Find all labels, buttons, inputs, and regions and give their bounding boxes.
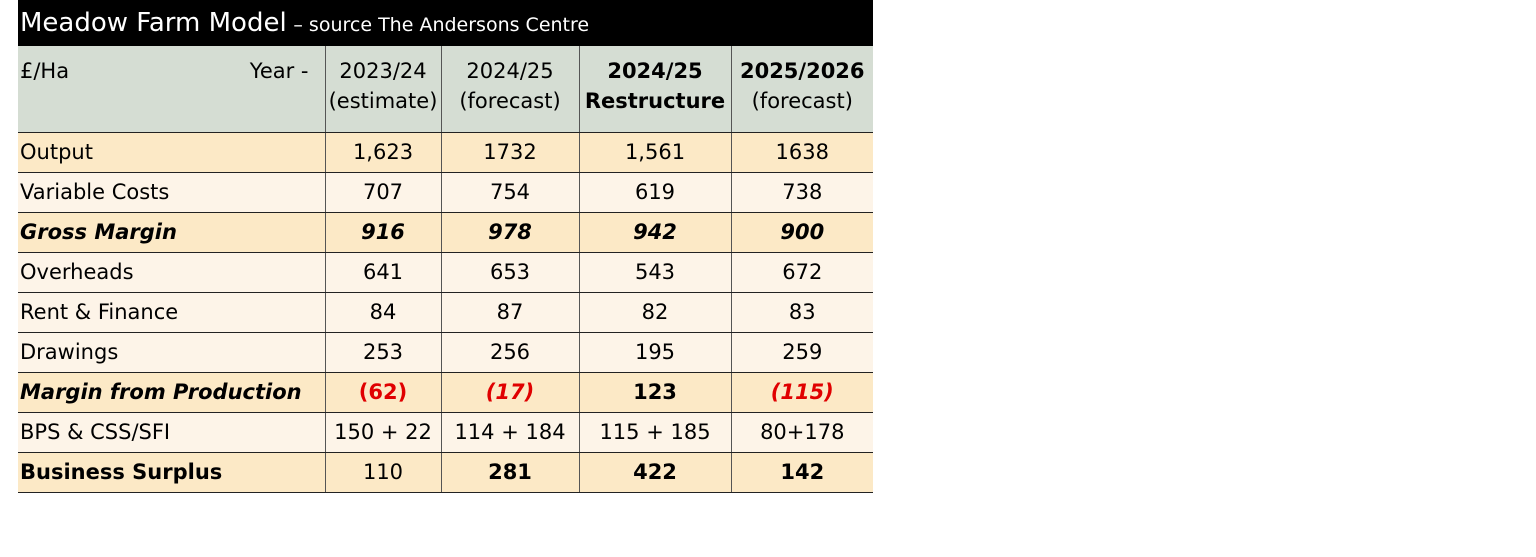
- row-label: Business Surplus: [18, 452, 325, 493]
- header-row: £/Ha Year - 2023/24 (estimate) 2024/25 (for…: [18, 46, 874, 133]
- cell: (115): [730, 372, 874, 413]
- cell: 978: [440, 212, 579, 253]
- cell: 1638: [730, 132, 874, 173]
- cell: 82: [578, 292, 731, 333]
- note: (forecast): [459, 89, 561, 114]
- cell: 115 + 185: [578, 412, 731, 453]
- farm-table: Meadow Farm Model – source The Andersons…: [18, 0, 874, 493]
- row-label: Variable Costs: [18, 172, 325, 213]
- row: Variable Costs 707 754 619 738: [18, 172, 874, 213]
- year: 2024/25: [466, 59, 554, 83]
- cell: 916: [324, 212, 441, 253]
- cell: 256: [440, 332, 579, 373]
- title-cell: Meadow Farm Model – source The Andersons…: [18, 0, 874, 46]
- header-cell: £/Ha Year -: [18, 46, 325, 133]
- year: 2025/2026: [739, 59, 865, 83]
- cell: 672: [730, 252, 874, 293]
- title-row: Meadow Farm Model – source The Andersons…: [18, 0, 874, 46]
- cell: 114 + 184: [440, 412, 579, 453]
- note: Restructure: [584, 89, 726, 114]
- row: Drawings 253 256 195 259: [18, 332, 874, 373]
- cell: 942: [578, 212, 731, 253]
- year: 2023/24: [339, 59, 427, 83]
- row: Output 1,623 1732 1,561 1638: [18, 132, 874, 173]
- unit: £/Ha: [20, 59, 70, 83]
- source: – source The Andersons Centre: [293, 14, 590, 36]
- cell: 422: [578, 452, 731, 493]
- year-label: Year -: [249, 59, 309, 83]
- row: Overheads 641 653 543 672: [18, 252, 874, 293]
- cell: 543: [578, 252, 731, 293]
- row-label: Output: [18, 132, 325, 173]
- cell: 1,623: [324, 132, 441, 173]
- cell: 142: [730, 452, 874, 493]
- cell: 84: [324, 292, 441, 333]
- cell: 653: [440, 252, 579, 293]
- row: Business Surplus 110 281 422 142: [18, 452, 874, 493]
- year: 2024/25: [607, 59, 703, 83]
- row: Margin from Production (62) (17) 123 (115): [18, 372, 874, 413]
- cell: (62): [324, 372, 441, 413]
- row-label: Drawings: [18, 332, 325, 373]
- cell: 1,561: [578, 132, 731, 173]
- cell: 754: [440, 172, 579, 213]
- cell: 253: [324, 332, 441, 373]
- header-cell: 2024/25 (forecast): [440, 46, 579, 133]
- header-cell: 2023/24 (estimate): [324, 46, 441, 133]
- cell: 195: [578, 332, 731, 373]
- row-label: Gross Margin: [18, 212, 325, 253]
- cell: 87: [440, 292, 579, 333]
- cell: 259: [730, 332, 874, 373]
- title: Meadow Farm Model: [20, 8, 287, 38]
- cell: 619: [578, 172, 731, 213]
- cell: (17): [440, 372, 579, 413]
- row-label: Rent & Finance: [18, 292, 325, 333]
- row: Rent & Finance 84 87 82 83: [18, 292, 874, 333]
- row-label: BPS & CSS/SFI: [18, 412, 325, 453]
- header-cell: 2024/25 Restructure: [578, 46, 731, 133]
- note: (forecast): [751, 89, 853, 114]
- cell: 80+178: [730, 412, 874, 453]
- cell: 707: [324, 172, 441, 213]
- header-cell: 2025/2026 (forecast): [730, 46, 874, 133]
- cell: 1732: [440, 132, 579, 173]
- row-label: Overheads: [18, 252, 325, 293]
- row: BPS & CSS/SFI 150 + 22 114 + 184 115 + 185 8…: [18, 412, 874, 453]
- cell: 641: [324, 252, 441, 293]
- cell: 83: [730, 292, 874, 333]
- cell: 123: [578, 372, 731, 413]
- cell: 150 + 22: [324, 412, 441, 453]
- row-label: Margin from Production: [18, 372, 325, 413]
- row: Gross Margin 916 978 942 900: [18, 212, 874, 253]
- cell: 110: [324, 452, 441, 493]
- cell: 281: [440, 452, 579, 493]
- note: (estimate): [328, 89, 438, 114]
- cell: 738: [730, 172, 874, 213]
- cell: 900: [730, 212, 874, 253]
